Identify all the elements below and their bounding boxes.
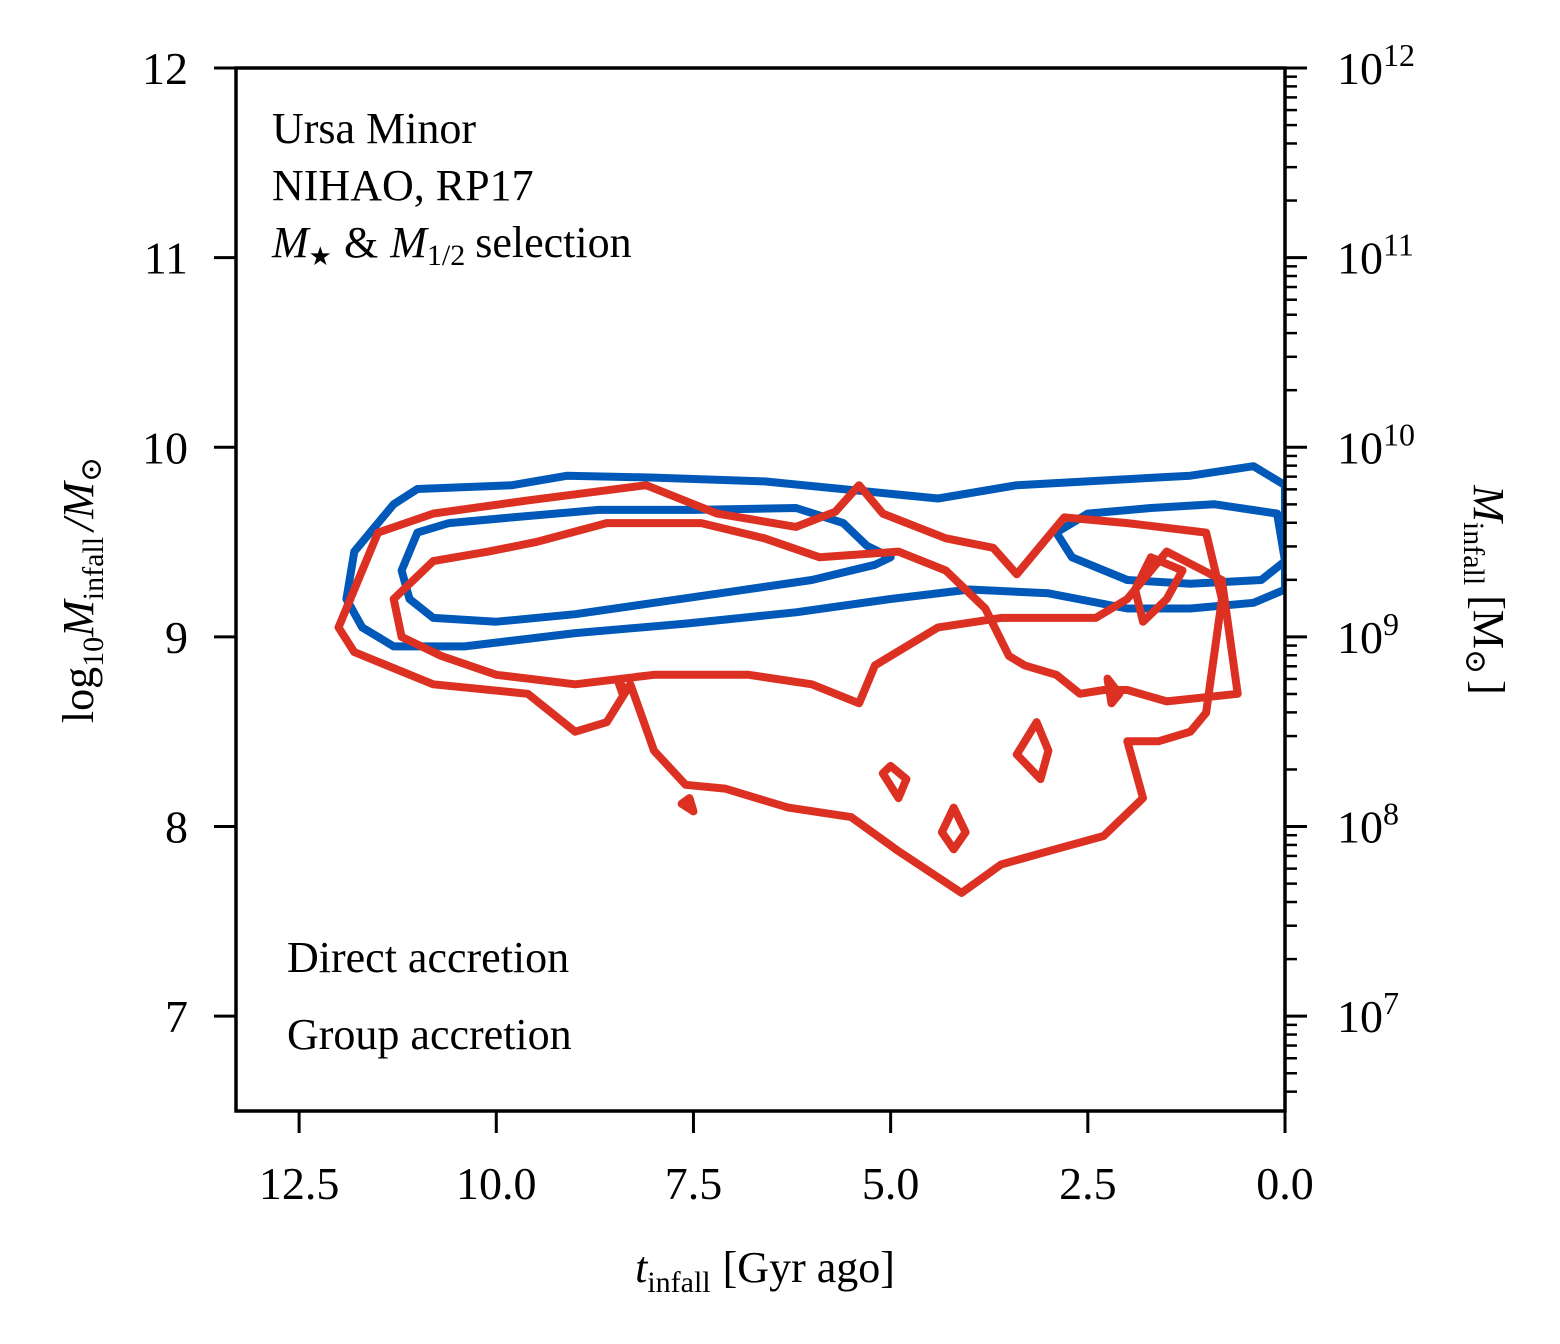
y2-axis-label-rest: [M: [1464, 595, 1513, 649]
y-axis-label-symbol: M: [54, 598, 103, 638]
y2-tick-label: 1011: [1337, 227, 1414, 284]
y-axis-label-prefix-sub: 10: [77, 637, 110, 667]
x-axis-label-unit: [Gyr ago]: [723, 1243, 895, 1292]
group-accretion-contour-2: [1012, 718, 1053, 784]
y-tick-label: 9: [165, 612, 188, 663]
annotation-selection-word: selection: [475, 218, 631, 267]
group-accretion-contour-0: [334, 481, 1226, 897]
x-tick-label: 10.0: [456, 1158, 537, 1209]
y-axis-label: log10Minfall/M⊙: [54, 457, 110, 723]
legend-direct-accretion: Direct accretion: [287, 933, 569, 982]
y2-axis-ticks: 107 108 109 1010 1011 1012: [1285, 37, 1415, 1093]
annotation-selection: M★ & M1/2 selection: [271, 218, 632, 272]
annotation-mhalf-sub: 1/2: [427, 239, 465, 272]
x-axis-label-sub: infall: [647, 1266, 710, 1299]
x-tick-label: 0.0: [1256, 1158, 1314, 1209]
annotation-simulation: NIHAO, RP17: [272, 161, 534, 210]
y2-axis-label-sun: ⊙: [1459, 649, 1492, 674]
y2-tick-label: 108: [1337, 796, 1399, 853]
group-accretion-contour-7: [677, 794, 698, 816]
direct-accretion-contour-0: [342, 462, 1285, 651]
annotation-galaxy: Ursa Minor: [272, 104, 476, 153]
y-tick-label: 7: [165, 991, 188, 1042]
y-axis-ticks: 7 8 9 10 11 12: [142, 43, 236, 1042]
annotation-mhalf-symbol: M: [389, 218, 429, 267]
contour-lines: [334, 462, 1285, 897]
x-axis-label: tinfall [Gyr ago]: [635, 1243, 895, 1299]
y2-tick-label: 1012: [1337, 37, 1415, 94]
x-tick-label: 12.5: [259, 1158, 340, 1209]
annotation-amp: &: [344, 218, 378, 267]
x-tick-label: 5.0: [862, 1158, 920, 1209]
x-axis-ticks: 12.5 10.0 7.5 5.0 2.5 0.0: [259, 1111, 1314, 1209]
y-axis-label-sub: infall: [77, 537, 110, 600]
y-axis-label-rest: /M: [54, 480, 103, 534]
group-accretion-contour-5: [1131, 553, 1187, 626]
y2-tick-label: 107: [1337, 985, 1399, 1042]
y2-axis-label-sub: infall: [1457, 522, 1490, 585]
group-accretion-contour-6: [614, 678, 631, 698]
x-axis-label-symbol: t: [635, 1243, 649, 1292]
direct-accretion-contour-2: [1052, 500, 1285, 588]
group-accretion-contour-3: [878, 761, 911, 803]
annotation-mstar-sub: ★: [309, 242, 332, 271]
y2-tick-label: 1010: [1337, 416, 1415, 473]
group-accretion-contour-4: [937, 803, 970, 854]
y2-axis-label-close: ]: [1464, 680, 1513, 695]
y-tick-label: 8: [165, 802, 188, 853]
annotation-mstar-symbol: M: [271, 218, 311, 267]
legend-group-accretion: Group accretion: [287, 1010, 572, 1059]
y-axis-label-prefix: log: [54, 667, 103, 723]
y2-tick-label: 109: [1337, 606, 1399, 663]
x-tick-label: 7.5: [665, 1158, 723, 1209]
plot-frame: [234, 66, 1287, 1113]
x-tick-label: 2.5: [1059, 1158, 1117, 1209]
group-accretion-contour-1: [389, 519, 1242, 708]
y2-axis-label-symbol: M: [1464, 484, 1513, 524]
y-tick-label: 11: [144, 233, 188, 284]
direct-accretion-contour-1: [397, 504, 895, 626]
y-tick-label: 12: [142, 43, 188, 94]
y-axis-label-sun: ⊙: [75, 457, 108, 482]
y-tick-label: 10: [142, 422, 188, 473]
y2-axis-label: Minfall [M⊙]: [1457, 484, 1513, 695]
group-accretion-contour-8: [1103, 674, 1124, 708]
